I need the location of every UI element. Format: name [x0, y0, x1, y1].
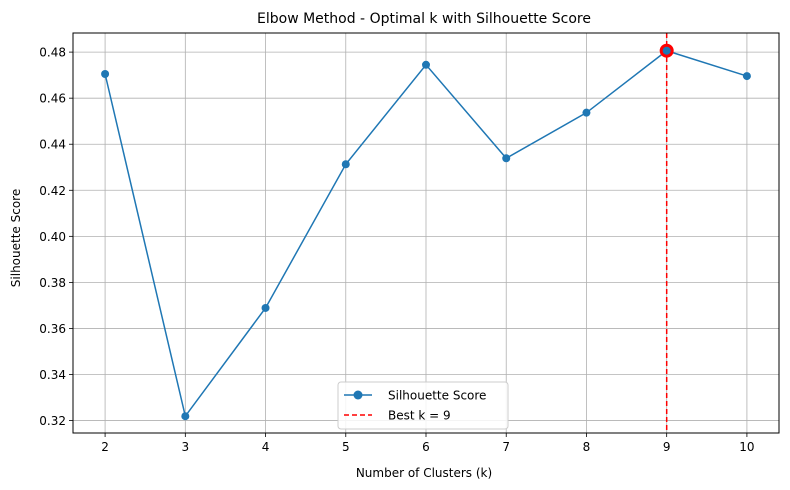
- legend-best-k-label: Best k = 9: [388, 409, 451, 423]
- data-point: [582, 108, 591, 117]
- x-tick-label: 8: [583, 440, 591, 454]
- y-tick-label: 0.44: [39, 138, 66, 152]
- legend: Silhouette Score Best k = 9: [337, 381, 509, 430]
- legend-series-marker: [353, 390, 363, 400]
- y-tick-label: 0.40: [39, 230, 66, 244]
- y-tick-label: 0.46: [39, 92, 66, 106]
- x-tick-label: 9: [663, 440, 671, 454]
- x-axis-ticks: 2 3 4 5 6 7 8 9 10: [101, 433, 755, 454]
- x-tick-label: 7: [502, 440, 510, 454]
- y-tick-label: 0.34: [39, 368, 66, 382]
- x-axis-title: Number of Clusters (k): [356, 466, 492, 480]
- data-point: [181, 412, 190, 421]
- x-tick-label: 5: [342, 440, 350, 454]
- legend-box: [337, 381, 509, 430]
- x-tick-label: 10: [739, 440, 754, 454]
- x-tick-label: 6: [422, 440, 430, 454]
- y-axis-ticks: 0.32 0.34 0.36 0.38 0.40 0.42 0.44 0.46 0.48: [39, 46, 73, 428]
- data-point: [742, 72, 751, 81]
- x-tick-label: 2: [101, 440, 109, 454]
- x-tick-label: 3: [181, 440, 189, 454]
- data-point: [101, 69, 110, 78]
- best-k-series-point: [662, 46, 671, 55]
- y-tick-label: 0.48: [39, 46, 66, 60]
- data-point: [341, 160, 350, 169]
- y-tick-label: 0.32: [39, 414, 66, 428]
- legend-series-label: Silhouette Score: [388, 389, 486, 403]
- y-tick-label: 0.42: [39, 184, 66, 198]
- data-point: [261, 303, 270, 312]
- data-point: [422, 60, 430, 69]
- series-layer: [101, 43, 751, 421]
- y-tick-label: 0.36: [39, 322, 66, 336]
- y-axis-title: Silhouette Score: [9, 189, 23, 287]
- chart-title: Elbow Method - Optimal k with Silhouette…: [257, 11, 591, 27]
- y-tick-label: 0.38: [39, 276, 66, 290]
- data-point: [502, 154, 511, 163]
- x-tick-label: 4: [262, 440, 270, 454]
